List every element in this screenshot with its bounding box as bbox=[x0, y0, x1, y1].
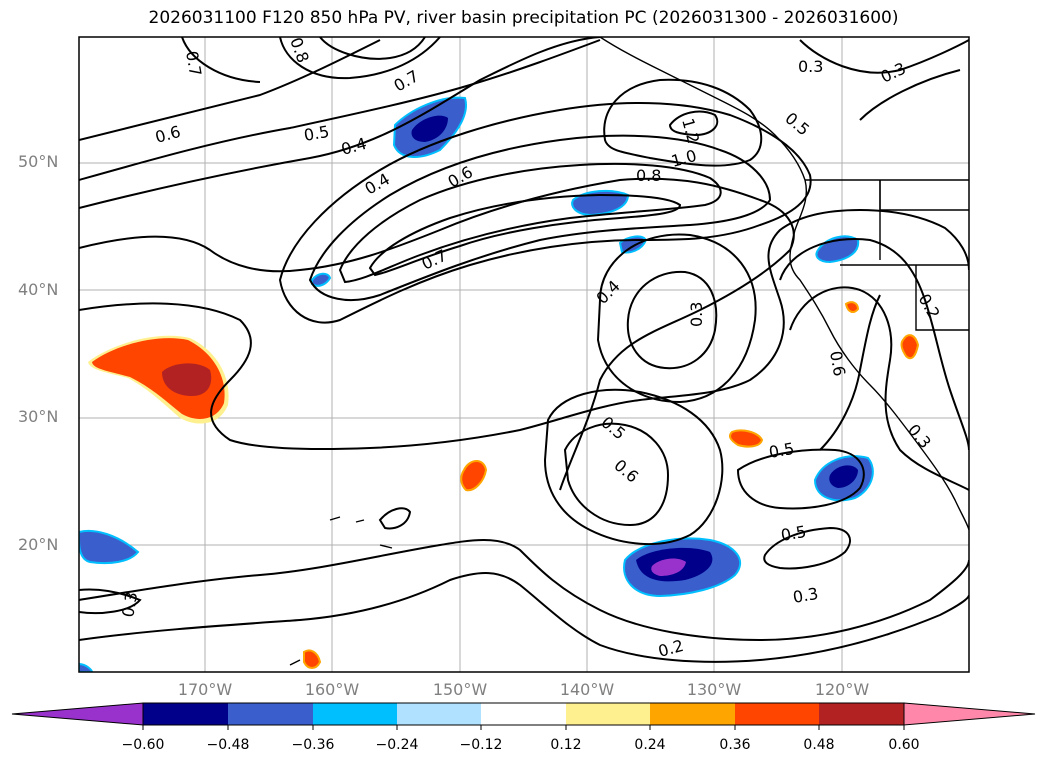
negative-precip-region bbox=[829, 465, 858, 488]
colorbar-tick-label: −0.24 bbox=[375, 737, 419, 753]
contour-label: 0.3 bbox=[798, 57, 823, 76]
contour-label: 0.5 bbox=[781, 109, 813, 140]
colorbar-outline bbox=[142, 702, 905, 726]
longitude-label: 150°W bbox=[432, 680, 488, 699]
longitude-label: 130°W bbox=[686, 680, 742, 699]
contour-label: 0.4 bbox=[339, 134, 369, 159]
colorbar-segment bbox=[313, 703, 397, 725]
contour-label: 0.3 bbox=[904, 420, 935, 452]
contour-label: 0.4 bbox=[362, 169, 394, 198]
colorbar-segment bbox=[228, 703, 313, 725]
positive-precip-region bbox=[92, 338, 225, 419]
longitude-label: 170°W bbox=[177, 680, 233, 699]
positive-precip-region bbox=[162, 363, 212, 396]
colorbar-tick-label: 0.48 bbox=[803, 737, 835, 753]
colorbar-tick-label: 0.24 bbox=[634, 737, 666, 753]
contour-label: 0.6 bbox=[445, 162, 477, 191]
longitude-label: 160°W bbox=[304, 680, 360, 699]
colorbar-tick-label: 0.12 bbox=[550, 737, 582, 753]
map-frame bbox=[78, 36, 970, 673]
longitude-label: 140°W bbox=[559, 680, 615, 699]
contour-label: 0.7 bbox=[182, 49, 205, 77]
colorbar-tick-label: −0.48 bbox=[206, 737, 250, 753]
colorbar bbox=[11, 702, 1036, 730]
contour-label: 0.2 bbox=[656, 636, 686, 661]
contour-label: 0.4 bbox=[592, 276, 623, 307]
contour-label: 0.6 bbox=[153, 122, 183, 147]
contour-label: 0.8 bbox=[286, 35, 313, 65]
contour-label: 0.8 bbox=[636, 166, 661, 185]
negative-precip-region bbox=[311, 272, 332, 287]
negative-precip-region bbox=[79, 662, 94, 672]
positive-precip-region bbox=[303, 649, 322, 669]
contour-label: 0.5 bbox=[302, 122, 330, 145]
contour-label: 0.5 bbox=[597, 413, 629, 444]
negative-precip-region bbox=[651, 558, 686, 576]
pv-contours bbox=[79, 37, 969, 663]
contour-label: 0.6 bbox=[610, 456, 642, 487]
coastlines bbox=[289, 37, 969, 666]
positive-precip-region bbox=[729, 429, 764, 448]
contour-label: 0.7 bbox=[391, 66, 423, 95]
colorbar-segment bbox=[735, 703, 819, 725]
longitude-label: 120°W bbox=[814, 680, 870, 699]
precipitation-shading bbox=[79, 96, 920, 672]
latitude-label: 20°N bbox=[18, 535, 59, 554]
negative-precip-region bbox=[79, 529, 140, 565]
colorbar-segment bbox=[481, 703, 566, 725]
contour-label: 0.7 bbox=[419, 246, 450, 274]
contour-label: 0.3 bbox=[687, 302, 706, 327]
negative-precip-region bbox=[571, 189, 630, 217]
colorbar-tick-label: 0.60 bbox=[888, 737, 920, 753]
positive-precip-region bbox=[844, 301, 860, 313]
contour-label: 1.2 bbox=[678, 116, 703, 146]
colorbar-tick-label: −0.12 bbox=[459, 737, 503, 753]
contour-label: 0.5 bbox=[767, 439, 795, 462]
latitude-label: 30°N bbox=[18, 407, 59, 426]
latitude-label: 40°N bbox=[18, 280, 59, 299]
colorbar-tick-label: −0.36 bbox=[291, 737, 335, 753]
negative-precip-region bbox=[411, 115, 448, 142]
contour-label: 0.5 bbox=[779, 522, 807, 545]
positive-precip-region bbox=[460, 460, 488, 492]
colorbar-segment bbox=[566, 703, 650, 725]
contour-label: 0.3 bbox=[878, 59, 909, 87]
colorbar-tick-label: −0.60 bbox=[121, 737, 165, 753]
contour-label: 1.0 bbox=[669, 146, 699, 171]
latitude-label: 50°N bbox=[18, 152, 59, 171]
contour-label: 0.3 bbox=[118, 590, 141, 618]
colorbar-segment bbox=[819, 703, 904, 725]
contour-label: 0.3 bbox=[791, 584, 819, 607]
gridlines bbox=[79, 37, 969, 672]
colorbar-segment bbox=[397, 703, 481, 725]
contour-label: 0.6 bbox=[826, 349, 849, 377]
map-title: 2026031100 F120 850 hPa PV, river basin … bbox=[148, 8, 899, 28]
colorbar-segment bbox=[143, 703, 228, 725]
positive-precip-region bbox=[900, 334, 920, 360]
colorbar-segment bbox=[650, 703, 735, 725]
contour-label: 0.2 bbox=[915, 291, 944, 323]
colorbar-tick-label: 0.36 bbox=[719, 737, 751, 753]
